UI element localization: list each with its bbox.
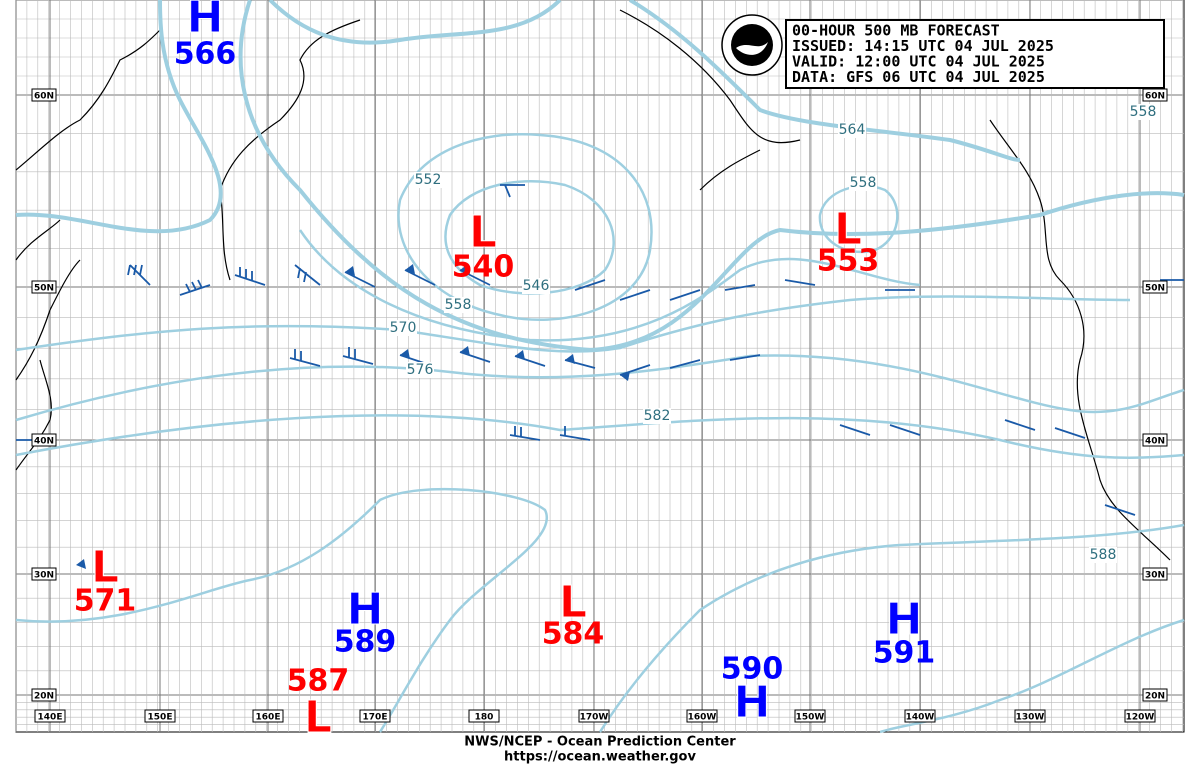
axis-label: 30N xyxy=(1145,571,1165,581)
axis-label-box xyxy=(31,433,57,447)
center-value: 587 xyxy=(287,664,350,699)
axis-label-box xyxy=(359,709,391,723)
header-line: VALID: 12:00 UTC 04 JUL 2025 xyxy=(792,53,1045,71)
axis-label-box xyxy=(1142,280,1168,294)
wind-barbs xyxy=(16,184,1184,516)
contour-label: 552 xyxy=(415,172,442,188)
axis-label-box xyxy=(1142,433,1168,447)
center-value: 553 xyxy=(817,244,880,279)
axis-label-box xyxy=(144,709,176,723)
center-value: 566 xyxy=(174,37,237,72)
axis-label: 30N xyxy=(34,571,54,581)
contour-label: 576 xyxy=(407,362,434,378)
contour-label: 546 xyxy=(523,278,550,294)
contour-label-bg xyxy=(1129,104,1157,120)
contour-label-bg xyxy=(406,362,434,378)
axis-label-box xyxy=(252,709,284,723)
axis-label: 50N xyxy=(34,284,54,294)
contour-label-bg xyxy=(414,172,442,188)
contour-label: 558 xyxy=(850,175,877,191)
labels: 60N 60N 50N 50N 40N 40N 30N 30N 20N 20N 140E 150E 16… xyxy=(31,0,1168,764)
center-letter: H xyxy=(187,0,224,43)
axis-label-box xyxy=(1142,688,1168,702)
axis-label: 150E xyxy=(148,713,173,723)
axis-label-box xyxy=(34,709,66,723)
contour-label: 570 xyxy=(390,320,417,336)
header-box xyxy=(785,19,1165,89)
axis-label-box xyxy=(468,709,500,723)
center-value: 589 xyxy=(334,625,397,660)
axis-label: 150W xyxy=(796,713,825,723)
axis-label: 120W xyxy=(1126,713,1155,723)
noaa-logo xyxy=(721,14,783,76)
axis-label: 160E xyxy=(256,713,281,723)
contour-label: 558 xyxy=(445,297,472,313)
axis-label-box xyxy=(31,280,57,294)
contour-label: 588 xyxy=(1090,547,1117,563)
header-line: ISSUED: 14:15 UTC 04 JUL 2025 xyxy=(792,37,1054,55)
axis-label: 130W xyxy=(1016,713,1045,723)
center-letter: L xyxy=(91,542,119,593)
contour-label-bg xyxy=(643,408,671,424)
axis-label: 60N xyxy=(34,92,54,102)
center-value: 584 xyxy=(542,617,605,652)
header-line: 00-HOUR 500 MB FORECAST xyxy=(792,22,1000,40)
center-value: 571 xyxy=(74,584,137,619)
header-line: DATA: GFS 06 UTC 04 JUL 2025 xyxy=(792,68,1045,86)
axis-label-box xyxy=(31,688,57,702)
axis-label-box xyxy=(1142,567,1168,581)
center-letter: H xyxy=(886,594,923,645)
center-letter: L xyxy=(469,207,497,258)
axis-label: 180 xyxy=(475,713,494,723)
center-value: 540 xyxy=(452,250,515,285)
contour-label-bg xyxy=(1089,547,1117,563)
contours xyxy=(15,133,1185,734)
contour-label-bg xyxy=(838,122,866,138)
footer-line: NWS/NCEP - Ocean Prediction Center xyxy=(464,735,736,750)
axis-label-box xyxy=(578,709,610,723)
axis-label: 60N xyxy=(1145,92,1165,102)
grid xyxy=(15,0,1184,732)
contour-label-bg xyxy=(444,297,472,313)
center-letter: L xyxy=(834,204,862,255)
axis-label: 140E xyxy=(38,713,63,723)
footer-line: https://ocean.weather.gov xyxy=(504,750,696,764)
axis-label-box xyxy=(686,709,718,723)
contour-label-bg xyxy=(522,278,550,294)
contour-label: 558 xyxy=(1130,104,1157,120)
contour-label: 582 xyxy=(644,408,671,424)
axis-label-box xyxy=(1142,88,1168,102)
thick-contours xyxy=(15,0,1185,353)
axis-label: 170E xyxy=(363,713,388,723)
axis-label: 40N xyxy=(1145,437,1165,447)
contour-label-bg xyxy=(389,320,417,336)
axis-label-box xyxy=(31,88,57,102)
axis-label: 40N xyxy=(34,437,54,447)
axis-label-box xyxy=(31,567,57,581)
axis-label: 140W xyxy=(906,713,935,723)
center-letter: H xyxy=(734,677,771,728)
axis-label: 20N xyxy=(34,692,54,702)
center-letter: L xyxy=(304,692,332,743)
axis-label-box xyxy=(1014,709,1046,723)
center-letter: L xyxy=(559,577,587,628)
axis-label-box xyxy=(904,709,936,723)
axis-label: 170W xyxy=(580,713,609,723)
coastlines xyxy=(15,9,1171,561)
axis-label-box xyxy=(794,709,826,723)
contour-label: 564 xyxy=(839,122,866,138)
axis-label: 20N xyxy=(1145,692,1165,702)
center-value: 590 xyxy=(721,652,784,687)
map-frame xyxy=(15,0,1185,733)
contour-label-bg xyxy=(849,175,877,191)
axis-label-box xyxy=(1124,709,1156,723)
center-letter: H xyxy=(347,584,384,635)
axis-label: 160W xyxy=(688,713,717,723)
center-value: 591 xyxy=(873,636,936,671)
axis-label: 50N xyxy=(1145,284,1165,294)
